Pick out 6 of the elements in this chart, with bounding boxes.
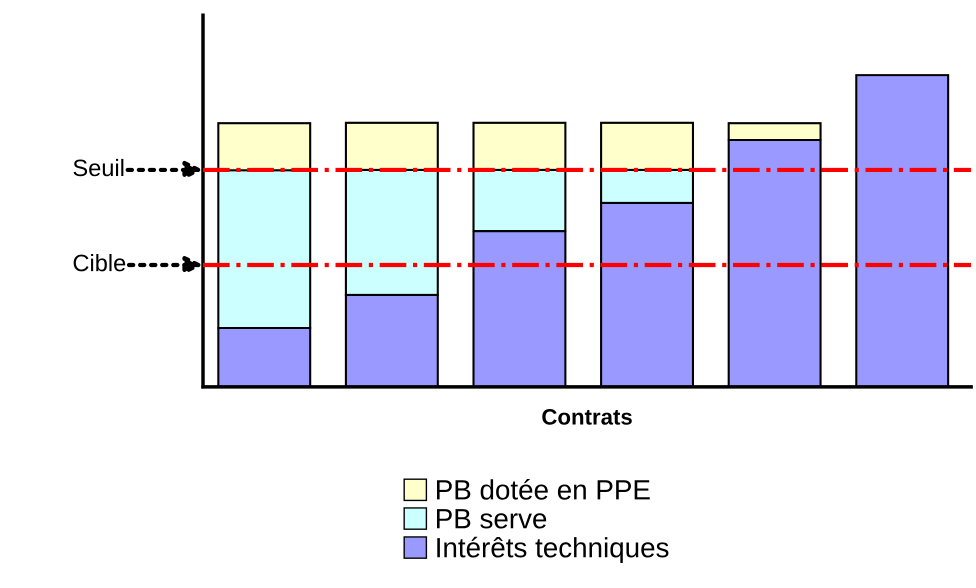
ref-line-label: Seuil (74, 158, 124, 176)
legend-label: PB dotée en PPE (437, 478, 650, 500)
legend-label: Intérêts techniques (437, 536, 668, 563)
legend-label: PB serve (437, 509, 546, 529)
ref-line-label: Cible (74, 254, 126, 272)
x-axis-title: Contrats (542, 409, 632, 425)
